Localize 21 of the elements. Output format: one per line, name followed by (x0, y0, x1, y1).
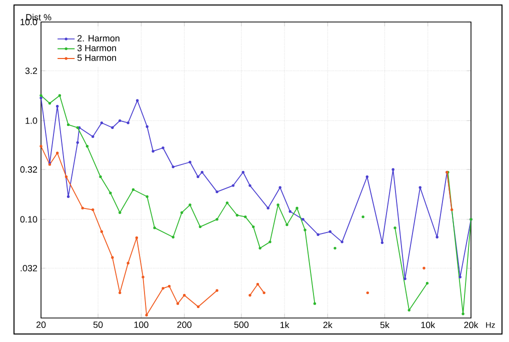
x-tick-label: 2k (323, 322, 332, 328)
x-tick-label: 200 (177, 322, 192, 328)
x-tick-label: 5k (380, 322, 390, 328)
y-tick-label: 3.2 (25, 68, 38, 74)
y-tick-label: 0.32 (20, 166, 38, 173)
x-axis-title: Hz (486, 322, 495, 328)
legend-label: 5 Harmon (77, 54, 116, 61)
x-tick-label: 20k (464, 322, 478, 328)
y-tick-label: 10.0 (20, 18, 38, 26)
x-tick-label: 1k (280, 322, 290, 328)
y-tick-label: 0.10 (20, 216, 38, 223)
x-tick-label: 20 (36, 322, 46, 328)
y-tick-label: 1.0 (26, 117, 38, 124)
y-axis-title: Dist % (26, 14, 52, 20)
x-tick-label: 50 (93, 322, 103, 328)
y-tick-label: .032 (20, 264, 38, 272)
x-tick-label: 100 (134, 322, 148, 328)
legend-label: 3 Harmon (77, 44, 116, 52)
x-tick-label: 10k (421, 322, 436, 328)
x-tick-label: 500 (234, 322, 249, 328)
legend-label: 2. Harmon (78, 35, 120, 42)
